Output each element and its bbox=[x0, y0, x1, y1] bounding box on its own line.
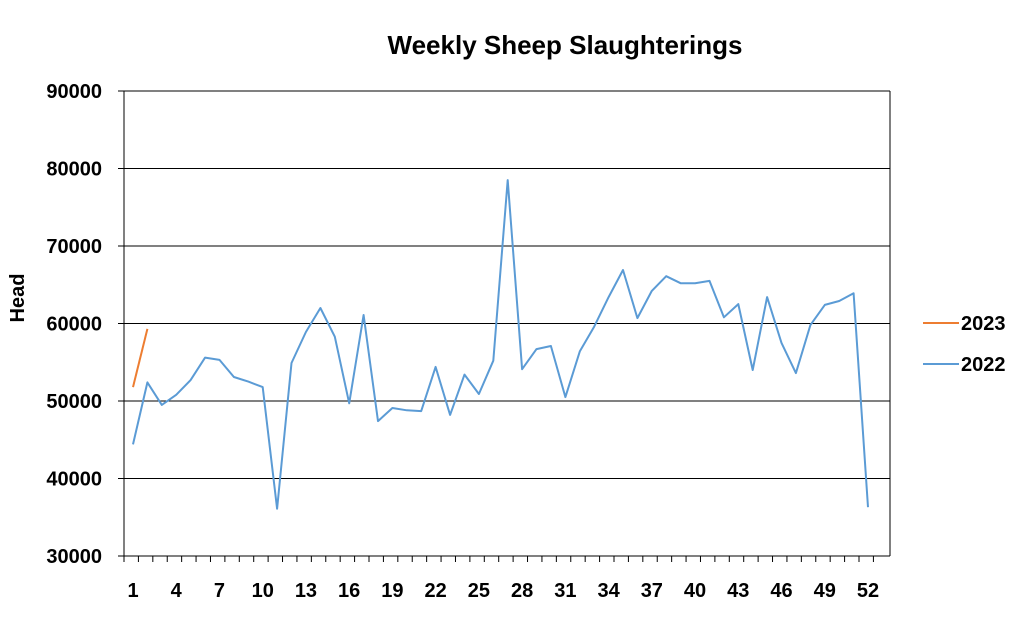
series-line-2022 bbox=[132, 179, 869, 510]
y-tick-label: 80000 bbox=[46, 159, 102, 181]
x-tick-label: 43 bbox=[727, 580, 749, 602]
x-tick-label: 4 bbox=[171, 580, 183, 602]
y-axis-title: Head bbox=[7, 274, 29, 323]
series-lines bbox=[132, 179, 869, 510]
legend-item-2022: 2022 bbox=[923, 354, 1006, 376]
x-tick-label: 19 bbox=[381, 580, 403, 602]
x-tick-label: 52 bbox=[857, 580, 879, 602]
x-tick-label: 49 bbox=[814, 580, 836, 602]
legend: 2023 2022 bbox=[923, 313, 1006, 376]
x-tick-label: 28 bbox=[511, 580, 533, 602]
y-tick-label: 40000 bbox=[46, 469, 102, 491]
x-tick-label: 7 bbox=[214, 580, 225, 602]
series-line-2023 bbox=[132, 328, 149, 388]
legend-item-2023: 2023 bbox=[923, 313, 1006, 335]
x-tick-label: 1 bbox=[127, 580, 138, 602]
y-tick-label: 90000 bbox=[46, 81, 102, 103]
x-tick-label: 10 bbox=[252, 580, 274, 602]
legend-label: 2023 bbox=[961, 313, 1006, 335]
axes: 30000 40000 50000 60000 70000 80000 90000 1 4 7 10… bbox=[46, 81, 891, 602]
x-tick-label: 16 bbox=[338, 580, 360, 602]
y-tick-label: 60000 bbox=[46, 314, 102, 336]
x-tick-label: 46 bbox=[770, 580, 792, 602]
x-tick-label: 22 bbox=[425, 580, 447, 602]
x-tick-label: 37 bbox=[641, 580, 663, 602]
x-tick-label: 34 bbox=[597, 580, 620, 602]
x-tick-label: 13 bbox=[295, 580, 317, 602]
y-tick-label: 50000 bbox=[46, 391, 102, 413]
x-tick-label: 31 bbox=[554, 580, 576, 602]
x-tick-label: 25 bbox=[468, 580, 490, 602]
chart-title: Weekly Sheep Slaughterings bbox=[388, 30, 743, 60]
legend-label: 2022 bbox=[961, 354, 1006, 376]
x-tick-label: 40 bbox=[684, 580, 706, 602]
y-tick-label: 30000 bbox=[46, 546, 102, 568]
gridlines bbox=[124, 90, 890, 557]
y-tick-label: 70000 bbox=[46, 236, 102, 258]
